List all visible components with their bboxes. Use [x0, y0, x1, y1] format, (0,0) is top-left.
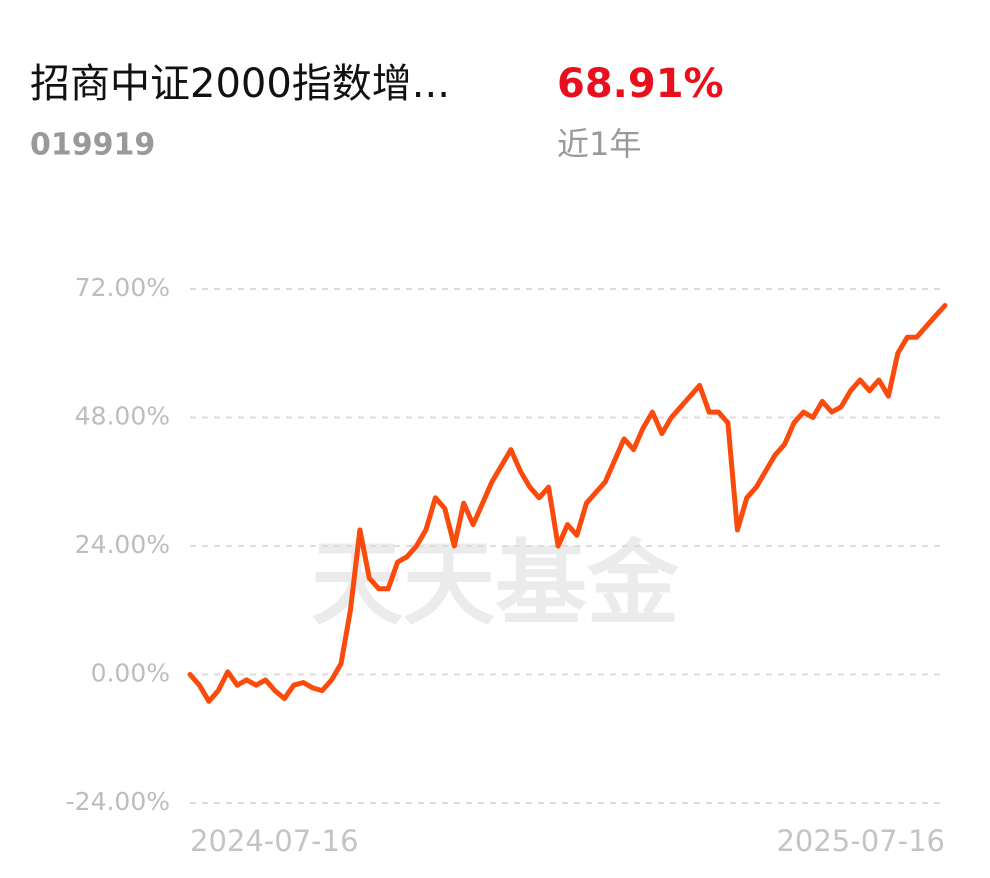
- fund-name: 招商中证2000指数增...: [30, 61, 450, 107]
- price-line: [187, 303, 948, 704]
- period-label: 近1年: [557, 125, 641, 163]
- fund-code: 019919: [30, 128, 155, 163]
- y-tick-label: 0.00%: [91, 659, 170, 688]
- x-tick-label: 2024-07-16: [190, 824, 359, 858]
- x-tick-label: 2025-07-16: [776, 824, 945, 858]
- return-value: 68.91%: [557, 61, 724, 107]
- y-tick-label: 72.00%: [75, 273, 170, 302]
- y-tick-label: 24.00%: [75, 530, 170, 559]
- y-tick-label: -24.00%: [66, 787, 170, 816]
- y-tick-label: 48.00%: [75, 402, 170, 431]
